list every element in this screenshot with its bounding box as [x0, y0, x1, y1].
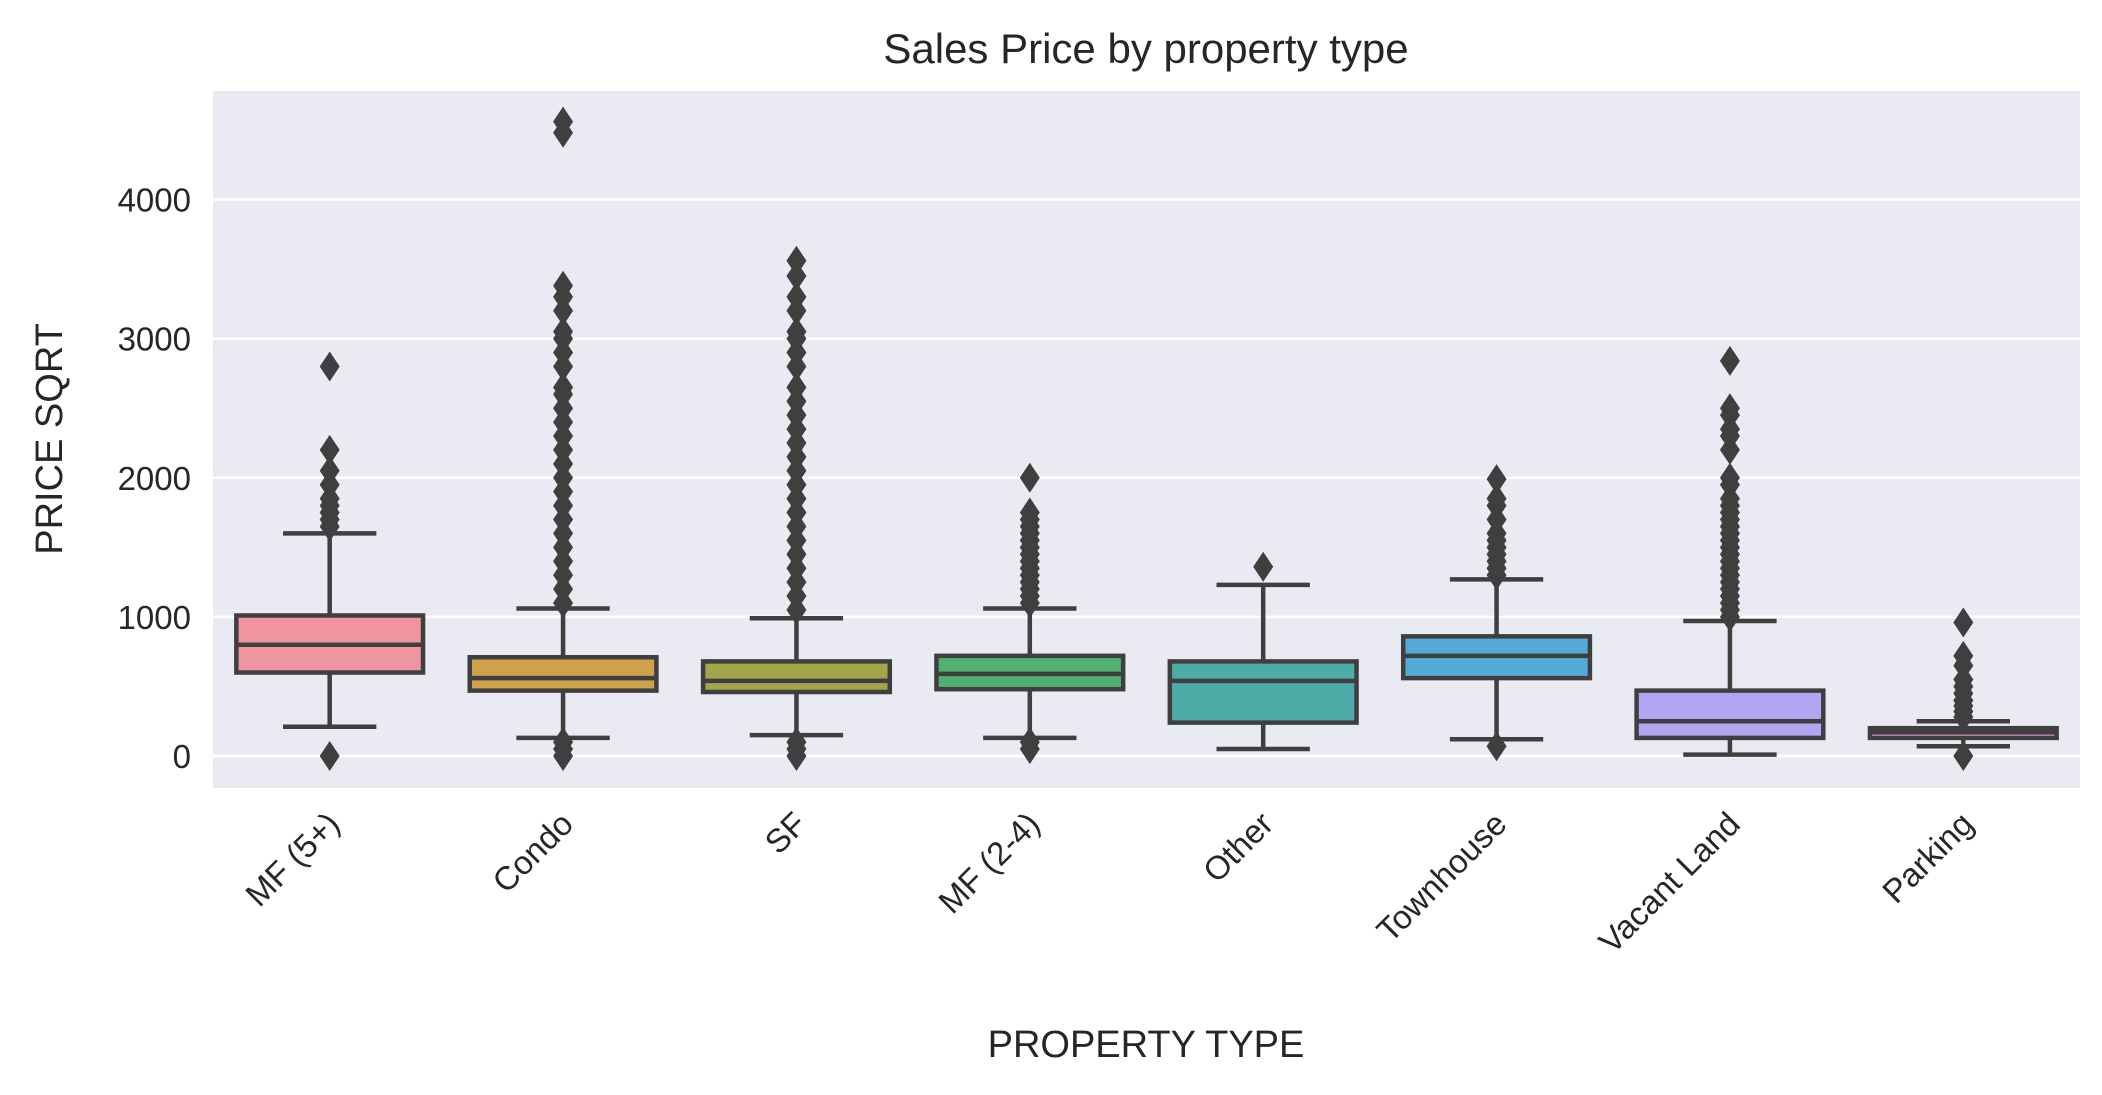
box-5: [1400, 464, 1593, 762]
x-tick-label-5: Townhouse: [1369, 805, 1513, 949]
box-2-outlier-2: [786, 727, 807, 758]
box-5-outlier-11: [1486, 464, 1507, 495]
x-tick-label-0: MF (5+): [238, 805, 346, 913]
box-1-outlier-28: [553, 106, 574, 137]
y-axis-title: PRICE SQRT: [29, 323, 71, 555]
y-tick-label-1000: 1000: [118, 599, 191, 636]
box-0-outlier-0: [319, 741, 340, 772]
box-2-outlier-19: [786, 372, 807, 403]
y-tick-label-0: 0: [173, 738, 191, 775]
box-0-outlier-8: [319, 434, 340, 465]
box-1-outlier-19: [553, 372, 574, 403]
boxes: [234, 106, 2059, 772]
box-5-outlier-0: [1486, 731, 1507, 762]
box-3-outlier-15: [1019, 497, 1040, 528]
chart-title: Sales Price by property type: [883, 25, 1408, 72]
box-2: [700, 245, 893, 772]
x-tick-label-1: Condo: [485, 805, 580, 900]
box-2-iqr: [700, 659, 893, 695]
x-tick-label-6: Vacant Land: [1591, 805, 1746, 960]
y-tick-label-3000: 3000: [118, 321, 191, 358]
box-6: [1634, 345, 1826, 757]
box-0-outlier-9: [319, 351, 340, 382]
x-tick-label-4: Other: [1196, 805, 1281, 890]
box-7-outlier-0: [1953, 741, 1974, 772]
y-tick-labels: 0 1000 2000 3000 4000: [118, 182, 191, 775]
x-tick-label-7: Parking: [1875, 805, 1980, 910]
box-7: [1867, 607, 2059, 772]
box-2-outlier-25: [786, 281, 807, 312]
box-0-outlier-7: [319, 455, 340, 486]
box-7-outlier-9: [1953, 640, 1974, 671]
x-tick-label-3: MF (2-4): [931, 805, 1047, 921]
box-1-iqr: [467, 654, 659, 693]
box-1-outlier-26: [553, 270, 574, 301]
box-3-outlier-16: [1019, 462, 1040, 493]
box-4-outlier-0: [1253, 551, 1274, 582]
x-tick-label-2: SF: [757, 805, 813, 861]
x-tick-labels: MF (5+) Condo SF MF (2-4) Other Townhouse Vaca…: [238, 805, 1980, 960]
box-6-outlier-19: [1719, 462, 1740, 493]
y-tick-label-2000: 2000: [118, 460, 191, 497]
box-1-outlier-2: [553, 727, 574, 758]
box-3: [934, 462, 1126, 765]
box-1-outlier-23: [553, 316, 574, 347]
x-axis-title: PROPERTY TYPE: [988, 1024, 1305, 1066]
box-2-outlier-26: [786, 261, 807, 292]
box-2-outlier-27: [786, 245, 807, 276]
y-tick-label-4000: 4000: [118, 182, 191, 219]
box-2-outlier-23: [786, 316, 807, 347]
box-6-outlier-24: [1719, 393, 1740, 424]
box-3-outlier-1: [1019, 727, 1040, 758]
box-4: [1167, 551, 1359, 752]
box-5-outlier-10: [1486, 483, 1507, 514]
box-7-outlier-10: [1953, 607, 1974, 638]
box-0: [234, 351, 426, 772]
box-4-iqr: [1167, 659, 1359, 725]
box-6-iqr: [1634, 688, 1826, 741]
box-1: [467, 106, 659, 772]
box-6-outlier-25: [1719, 345, 1740, 376]
